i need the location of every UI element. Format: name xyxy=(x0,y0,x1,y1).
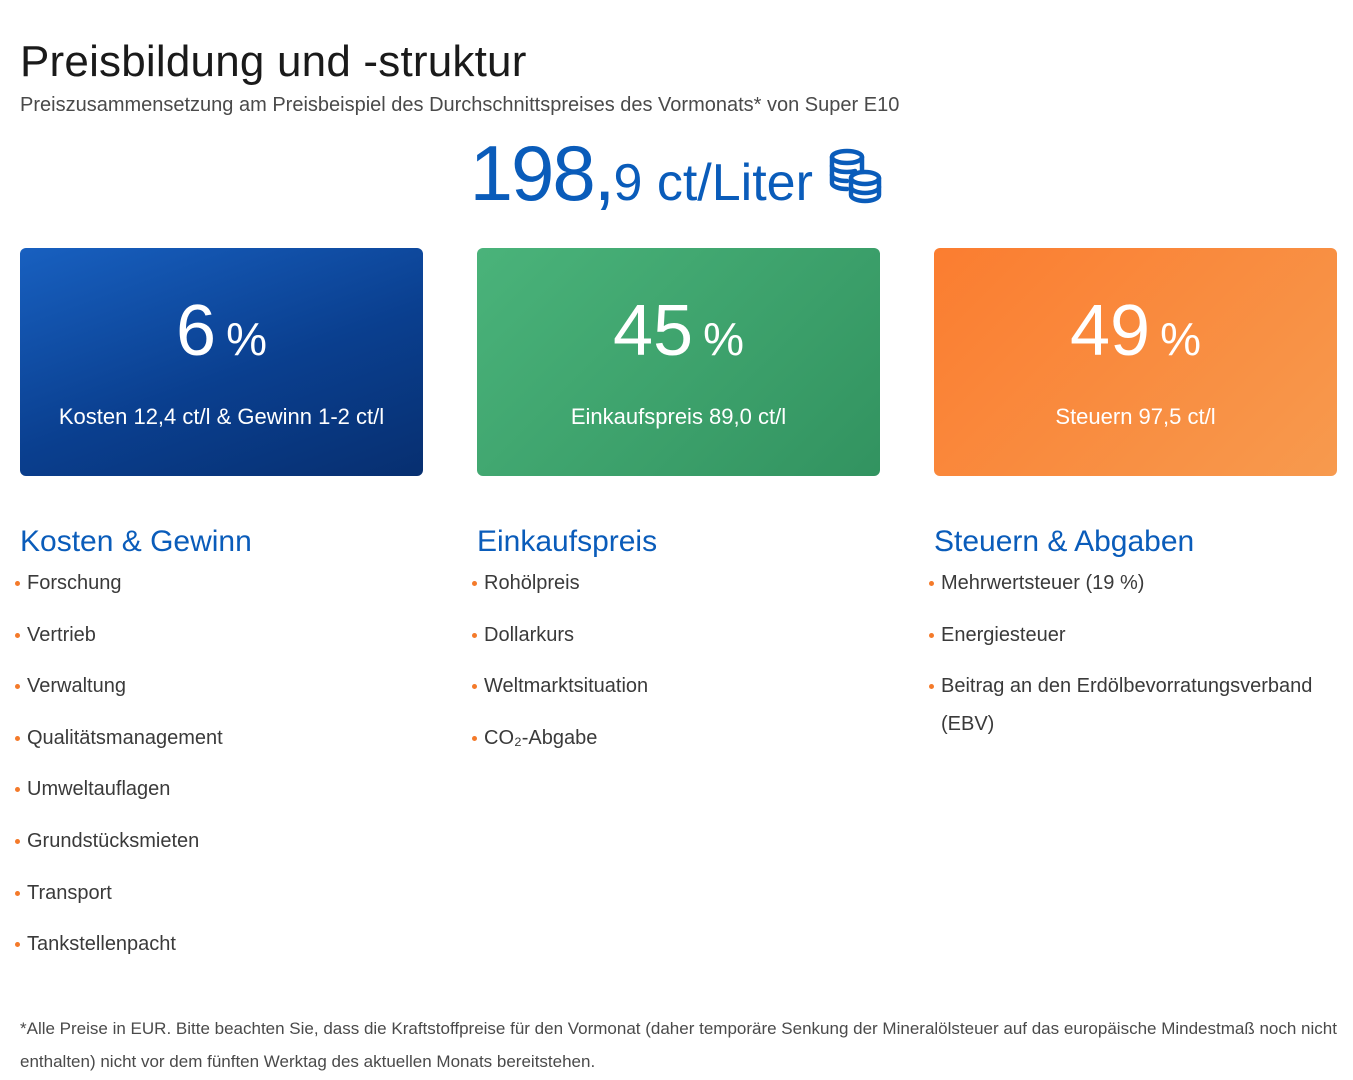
card-description: Steuern 97,5 ct/l xyxy=(1055,404,1216,429)
card-description: Einkaufspreis 89,0 ct/l xyxy=(570,404,787,429)
card-description: Kosten 12,4 ct/l & Gewinn 1-2 ct/l xyxy=(58,404,385,429)
list-item: Transport xyxy=(15,874,223,912)
card-einkaufspreis: 45% Einkaufspreis 89,0 ct/l xyxy=(477,248,880,476)
card-kosten-gewinn: 6% Kosten 12,4 ct/l & Gewinn 1-2 ct/l xyxy=(20,248,423,476)
subtitle: Preiszusammensetzung am Preisbeispiel de… xyxy=(20,94,900,116)
list-item: Tankstellenpacht xyxy=(15,925,223,963)
card-percent-symbol: % xyxy=(1160,313,1201,365)
list-steuern: Mehrwertsteuer (19 %) Energiesteuer Beit… xyxy=(929,564,1349,757)
list-item: Verwaltung xyxy=(15,667,223,705)
list-item: Beitrag an den Erdölbevorratungsverband … xyxy=(929,667,1349,743)
list-item: Umweltauflagen xyxy=(15,770,223,808)
footnote: *Alle Preise in EUR. Bitte beachten Sie,… xyxy=(20,1019,1337,1071)
list-kosten-gewinn: Forschung Vertrieb Verwaltung Qualitätsm… xyxy=(15,564,223,977)
list-item: CO₂-Abgabe xyxy=(472,719,648,757)
card-percent-symbol: % xyxy=(226,313,267,365)
card-percent: 49 xyxy=(1070,291,1151,371)
card-percent-symbol: % xyxy=(703,313,744,365)
column-title-kosten-gewinn: Kosten & Gewinn xyxy=(20,524,252,558)
card-percent: 6 xyxy=(176,291,217,371)
list-item: Dollarkurs xyxy=(472,616,648,654)
list-item: Forschung xyxy=(15,564,223,602)
page-title: Preisbildung und -struktur xyxy=(20,37,527,87)
list-item: Rohölpreis xyxy=(472,564,648,602)
list-item: Mehrwertsteuer (19 %) xyxy=(929,564,1349,602)
card-percent: 45 xyxy=(613,291,694,371)
price-display: 198,9 ct/Liter xyxy=(0,128,1353,219)
column-title-einkaufspreis: Einkaufspreis xyxy=(477,524,658,558)
price-unit: ct/Liter xyxy=(642,154,813,212)
column-title-steuern: Steuern & Abgaben xyxy=(934,524,1195,558)
list-item: Grundstücksmieten xyxy=(15,822,223,860)
list-item: Qualitätsmanagement xyxy=(15,719,223,757)
list-item: Weltmarktsituation xyxy=(472,667,648,705)
card-steuern: 49% Steuern 97,5 ct/l xyxy=(934,248,1337,476)
price-decimal: 9 xyxy=(613,154,643,212)
price-integer: 198, xyxy=(469,129,616,217)
list-item: Vertrieb xyxy=(15,616,223,654)
coins-icon xyxy=(827,148,883,211)
list-einkaufspreis: Rohölpreis Dollarkurs Weltmarktsituation… xyxy=(472,564,648,770)
list-item: Energiesteuer xyxy=(929,616,1349,654)
